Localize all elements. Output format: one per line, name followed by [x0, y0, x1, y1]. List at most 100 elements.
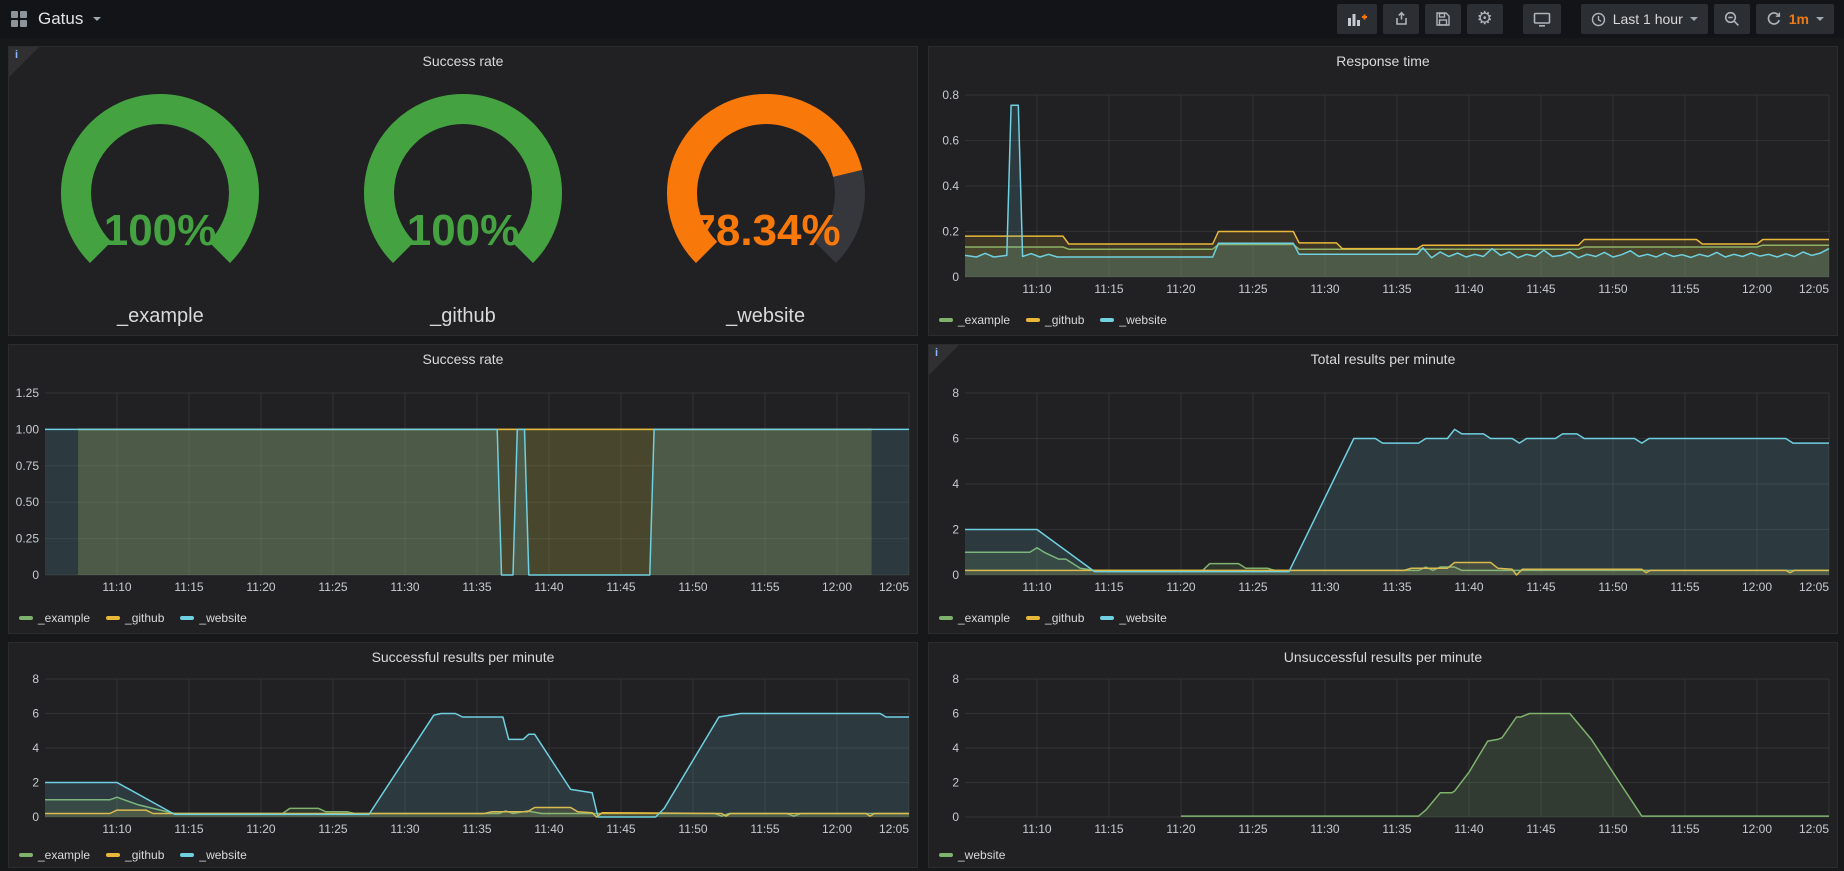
- chart-legend: _example _github _website: [19, 611, 247, 625]
- svg-text:4: 4: [952, 477, 959, 491]
- svg-text:0.2: 0.2: [942, 225, 959, 239]
- svg-text:11:35: 11:35: [462, 822, 491, 836]
- info-icon[interactable]: i: [15, 49, 19, 61]
- svg-text:0.8: 0.8: [942, 88, 959, 102]
- svg-text:0.50: 0.50: [16, 495, 40, 509]
- svg-text:11:20: 11:20: [1166, 580, 1195, 594]
- clock-icon: [1591, 12, 1606, 27]
- legend-series-swatch: [939, 853, 953, 857]
- svg-text:11:50: 11:50: [1598, 282, 1627, 296]
- refresh-picker[interactable]: 1m: [1755, 4, 1834, 34]
- legend-item[interactable]: _example: [19, 611, 90, 625]
- svg-text:11:40: 11:40: [534, 580, 563, 594]
- legend-series-name: _website: [1119, 313, 1167, 327]
- legend-item[interactable]: _example: [19, 848, 90, 862]
- legend-item[interactable]: _example: [939, 313, 1010, 327]
- svg-text:11:35: 11:35: [1382, 282, 1411, 296]
- svg-text:11:20: 11:20: [1166, 282, 1195, 296]
- zoom-out-icon: [1724, 11, 1740, 27]
- legend-item[interactable]: _website: [1100, 313, 1167, 327]
- svg-text:0: 0: [952, 270, 959, 284]
- legend-series-swatch: [180, 616, 195, 620]
- panel-info-corner: [9, 47, 39, 77]
- panel-title[interactable]: Success rate: [422, 53, 504, 69]
- svg-text:12:00: 12:00: [1742, 282, 1772, 296]
- gauge-github: 100% _github: [313, 81, 613, 328]
- legend-item[interactable]: _website: [939, 848, 1005, 862]
- svg-text:11:25: 11:25: [1238, 282, 1267, 296]
- svg-text:12:00: 12:00: [1742, 580, 1772, 594]
- legend-item[interactable]: _github: [1026, 611, 1084, 625]
- svg-text:12:00: 12:00: [822, 822, 852, 836]
- svg-text:78.34%: 78.34%: [691, 206, 840, 255]
- zoom-out-button[interactable]: [1713, 4, 1750, 34]
- legend-item[interactable]: _website: [1100, 611, 1167, 625]
- info-icon[interactable]: i: [935, 347, 939, 359]
- svg-text:12:05: 12:05: [879, 822, 909, 836]
- svg-text:11:50: 11:50: [678, 822, 707, 836]
- successful-results-chart[interactable]: 0 2 4 6 8 11:10 11:15 11:20 11:25 11:30 11:35 11:40…: [9, 671, 917, 845]
- gauge-label: _website: [726, 305, 806, 327]
- legend-item[interactable]: _github: [106, 611, 164, 625]
- panel-title[interactable]: Successful results per minute: [371, 649, 555, 665]
- panel-total-results: i Total results per minute 0 2 4 6 8 11:10 11:…: [928, 344, 1838, 634]
- dashboard-title-button[interactable]: Gatus: [10, 9, 102, 29]
- svg-text:12:05: 12:05: [1799, 580, 1829, 594]
- svg-text:12:00: 12:00: [1742, 822, 1772, 836]
- svg-text:0: 0: [32, 568, 39, 582]
- svg-text:11:10: 11:10: [102, 822, 131, 836]
- svg-text:11:25: 11:25: [318, 822, 347, 836]
- chevron-down-icon: [1689, 17, 1698, 21]
- settings-button[interactable]: ⚙: [1466, 4, 1503, 34]
- panel-title[interactable]: Response time: [1336, 53, 1430, 69]
- svg-text:11:45: 11:45: [1526, 822, 1555, 836]
- gauge-arc: 78.34%: [666, 94, 865, 263]
- time-range-picker[interactable]: Last 1 hour: [1580, 4, 1708, 34]
- legend-item[interactable]: _github: [106, 848, 164, 862]
- svg-text:0: 0: [952, 568, 959, 582]
- legend-series-name: _example: [38, 848, 91, 862]
- legend-item[interactable]: _website: [180, 611, 247, 625]
- svg-text:0: 0: [32, 810, 39, 824]
- svg-text:11:45: 11:45: [606, 580, 635, 594]
- panel-title[interactable]: Unsuccessful results per minute: [1283, 649, 1483, 665]
- panel-title[interactable]: Success rate: [422, 351, 504, 367]
- response-time-chart[interactable]: 0 0.2 0.4 0.6 0.8 11:10 11:15 11:20 11:25 11:30 11…: [929, 75, 1837, 311]
- legend-series-name: _website: [1119, 611, 1167, 625]
- panel-title[interactable]: Total results per minute: [1310, 351, 1456, 367]
- svg-text:11:30: 11:30: [1310, 282, 1339, 296]
- tv-mode-button[interactable]: [1522, 4, 1561, 34]
- svg-text:6: 6: [32, 707, 39, 721]
- svg-text:8: 8: [952, 386, 959, 400]
- legend-item[interactable]: _github: [1026, 313, 1084, 327]
- legend-item[interactable]: _website: [180, 848, 247, 862]
- success-rate-chart[interactable]: 0 0.25 0.50 0.75 1.00 1.25 11:10 11:15 11:20 11:2…: [9, 373, 917, 609]
- unsuccessful-results-chart[interactable]: 0 2 4 6 8 11:10 11:15 11:20 11:25 11:30 11:35 11:40…: [929, 671, 1837, 845]
- svg-text:12:00: 12:00: [822, 580, 852, 594]
- legend-series-swatch: [180, 853, 195, 857]
- panel-successful-results: Successful results per minute 0 2 4 6 8 11:10…: [8, 642, 918, 868]
- add-panel-button[interactable]: [1336, 4, 1377, 34]
- svg-text:12:05: 12:05: [879, 580, 909, 594]
- svg-text:11:45: 11:45: [606, 822, 635, 836]
- gauge-row: 100% _example 100% _github 78.34% _websi…: [9, 75, 917, 328]
- total-results-chart[interactable]: 0 2 4 6 8 11:10 11:15 11:20 11:25 11:30 11:35 11:40…: [929, 373, 1837, 609]
- svg-text:0: 0: [952, 810, 959, 824]
- svg-text:0.4: 0.4: [942, 179, 959, 193]
- share-button[interactable]: [1382, 4, 1419, 34]
- svg-text:11:15: 11:15: [174, 822, 203, 836]
- svg-text:12:05: 12:05: [1799, 282, 1829, 296]
- svg-text:11:15: 11:15: [1094, 282, 1123, 296]
- save-button[interactable]: [1424, 4, 1461, 34]
- svg-text:11:35: 11:35: [1382, 580, 1411, 594]
- svg-text:11:15: 11:15: [1094, 580, 1123, 594]
- share-icon: [1393, 11, 1409, 27]
- svg-text:11:25: 11:25: [1238, 822, 1267, 836]
- legend-item[interactable]: _example: [939, 611, 1010, 625]
- legend-series-swatch: [106, 616, 121, 620]
- refresh-icon: [1766, 11, 1782, 27]
- svg-text:11:10: 11:10: [102, 580, 131, 594]
- svg-text:4: 4: [32, 741, 39, 755]
- toolbar: ⚙ Last 1 hour 1m: [1331, 4, 1834, 34]
- svg-text:11:25: 11:25: [318, 580, 347, 594]
